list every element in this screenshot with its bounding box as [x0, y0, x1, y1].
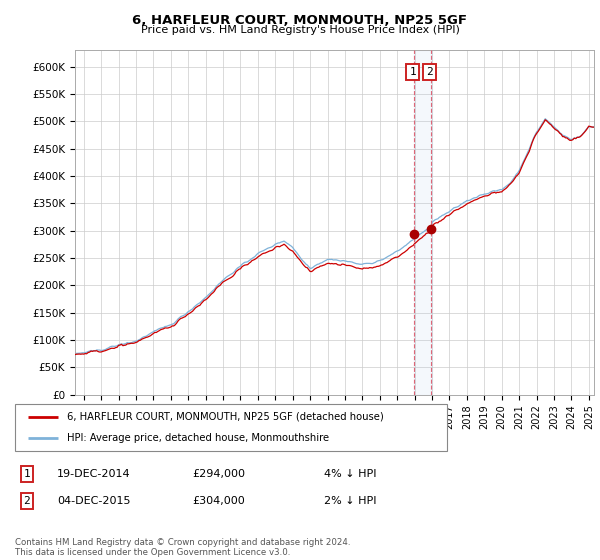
- Text: 6, HARFLEUR COURT, MONMOUTH, NP25 5GF (detached house): 6, HARFLEUR COURT, MONMOUTH, NP25 5GF (d…: [67, 412, 383, 422]
- Text: 1: 1: [409, 67, 416, 77]
- Text: 04-DEC-2015: 04-DEC-2015: [57, 496, 131, 506]
- Text: 2% ↓ HPI: 2% ↓ HPI: [324, 496, 377, 506]
- Text: 2: 2: [23, 496, 31, 506]
- Text: £294,000: £294,000: [192, 469, 245, 479]
- Bar: [414, 50, 432, 395]
- Text: 2: 2: [426, 67, 433, 77]
- Text: 6, HARFLEUR COURT, MONMOUTH, NP25 5GF: 6, HARFLEUR COURT, MONMOUTH, NP25 5GF: [133, 14, 467, 27]
- FancyBboxPatch shape: [15, 404, 447, 451]
- Text: 19-DEC-2014: 19-DEC-2014: [57, 469, 131, 479]
- Text: Price paid vs. HM Land Registry's House Price Index (HPI): Price paid vs. HM Land Registry's House …: [140, 25, 460, 35]
- Text: HPI: Average price, detached house, Monmouthshire: HPI: Average price, detached house, Monm…: [67, 433, 329, 444]
- Text: £304,000: £304,000: [192, 496, 245, 506]
- Text: Contains HM Land Registry data © Crown copyright and database right 2024.
This d: Contains HM Land Registry data © Crown c…: [15, 538, 350, 557]
- Text: 4% ↓ HPI: 4% ↓ HPI: [324, 469, 377, 479]
- Text: 1: 1: [23, 469, 31, 479]
